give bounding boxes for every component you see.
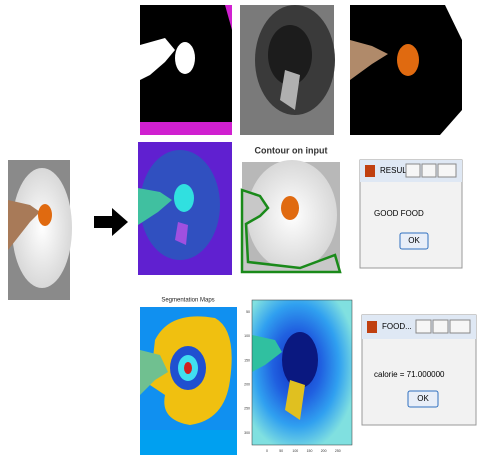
input-image	[8, 160, 72, 300]
binary-mask	[140, 5, 232, 135]
x-tick-label: 100	[292, 449, 298, 453]
y-tick-label: 50	[246, 310, 250, 314]
figure: Contour on input Segmentation Maps RESUL…	[0, 0, 482, 461]
y-tick-label: 100	[244, 334, 250, 338]
dialog-title: FOOD...	[382, 322, 412, 331]
dialog-message: calorie = 71.000000	[374, 370, 445, 379]
segmentation-map	[140, 307, 237, 455]
minimize-button[interactable]	[406, 164, 420, 177]
x-tick-label: 50	[279, 449, 283, 453]
false-color-image	[138, 142, 232, 275]
close-button[interactable]	[438, 164, 456, 177]
ok-button-label: OK	[417, 394, 429, 403]
panel-title: Segmentation Maps	[161, 298, 214, 304]
close-button[interactable]	[450, 320, 470, 333]
gradient-image	[240, 5, 335, 135]
arrow	[94, 208, 128, 236]
x-tick-label: 200	[321, 449, 327, 453]
x-tick-label: 250	[335, 449, 341, 453]
dialog: RESULT GOOD FOOD OK	[360, 160, 462, 268]
maximize-button[interactable]	[433, 320, 448, 333]
contour-image	[242, 160, 340, 272]
colormap-image	[252, 300, 352, 445]
ok-button-label: OK	[408, 236, 420, 245]
dialog: FOOD... calorie = 71.000000 OK	[362, 315, 476, 425]
y-tick-label: 200	[244, 383, 250, 387]
maximize-button[interactable]	[422, 164, 436, 177]
dialog-message: GOOD FOOD	[374, 209, 424, 218]
panel-title: Contour on input	[255, 145, 328, 155]
y-tick-label: 250	[244, 407, 250, 411]
x-tick-label: 0	[266, 449, 268, 453]
y-tick-label: 150	[244, 358, 250, 362]
minimize-button[interactable]	[416, 320, 431, 333]
segmented-food	[350, 5, 462, 135]
x-tick-label: 150	[307, 449, 313, 453]
y-tick-label: 300	[244, 431, 250, 435]
